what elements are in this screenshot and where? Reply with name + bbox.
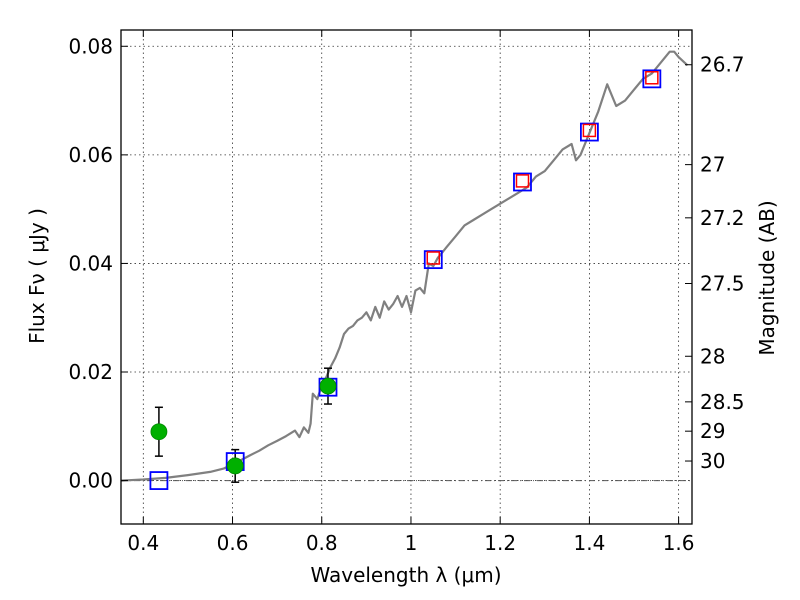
y2-tick-label: 28.5 [700, 390, 745, 414]
y2-tick-label: 29 [700, 419, 725, 443]
observed-ir-marker [515, 174, 530, 188]
model-photometry-marker [513, 172, 532, 192]
model-photometry-marker [579, 122, 599, 142]
y2-tick-label: 27 [700, 153, 725, 177]
data-markers [149, 69, 662, 490]
x-tick-label: 0.4 [127, 531, 159, 555]
x-tick-label: 0.6 [217, 531, 249, 555]
model-spectrum-series [120, 50, 689, 482]
y2-tick-label: 26.7 [700, 53, 745, 77]
x-tick-label: 1 [405, 531, 418, 555]
y-tick-label: 0.00 [68, 469, 113, 493]
axis-ticks [121, 30, 692, 524]
x-tick-label: 1.6 [663, 531, 695, 555]
observed-optical-marker [226, 457, 244, 475]
x-tick-label: 0.8 [306, 531, 338, 555]
y-tick-label: 0.08 [68, 34, 113, 58]
spectrum-line [120, 50, 689, 482]
observed-ir-marker [582, 123, 597, 138]
y-tick-label: 0.02 [68, 360, 113, 384]
y2-tick-label: 27.5 [700, 272, 745, 296]
y2-tick-label: 28 [700, 344, 725, 368]
y-tick-label: 0.06 [68, 143, 113, 167]
x-tick-label: 1.4 [573, 531, 605, 555]
observed-optical-marker [150, 423, 168, 441]
observed-optical-marker [319, 377, 337, 395]
x-tick-label: 1.2 [484, 531, 516, 555]
model-photometry-marker [149, 471, 169, 490]
y2-axis-title: Magnitude (AB) [755, 200, 779, 355]
x-axis-title: Wavelength λ (μm) [310, 563, 501, 587]
model-photometry-marker [423, 250, 443, 270]
tick-labels: 0.4 0.6 0.8 1 1.2 1.4 1.6 0.00 0.02 0.04 0.06 0.08 2… [68, 34, 744, 555]
y2-tick-label: 30 [700, 449, 725, 473]
y2-tick-label: 27.2 [700, 206, 745, 230]
observed-ir-marker [426, 251, 441, 265]
observed-ir-marker [645, 71, 659, 85]
y-axis-title: Flux Fν ( μJy ) [25, 208, 49, 344]
model-photometry-marker [642, 69, 662, 89]
y-tick-label: 0.04 [68, 251, 113, 275]
plot-frame [120, 29, 693, 525]
